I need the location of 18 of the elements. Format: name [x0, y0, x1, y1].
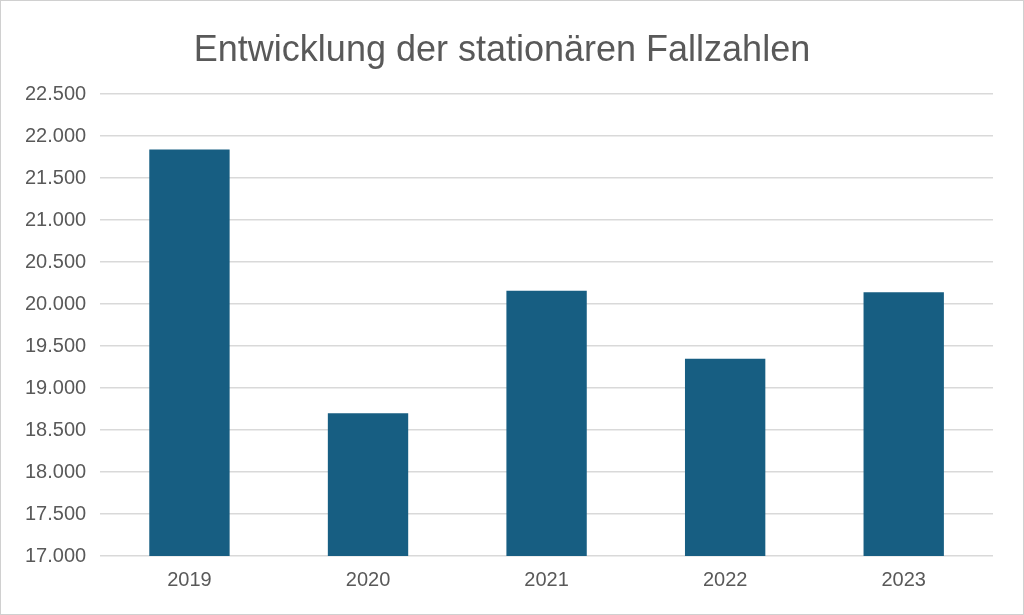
y-tick-label: 21.000: [25, 207, 87, 230]
x-tick-label: 2019: [167, 567, 212, 590]
y-tick-label: 22.500: [25, 81, 87, 104]
x-tick-label: 2021: [524, 567, 569, 590]
y-tick-label: 20.500: [25, 249, 87, 272]
x-tick-label: 2020: [345, 567, 391, 590]
y-tick-label: 19.000: [25, 375, 87, 398]
x-tick-label: 2022: [702, 567, 748, 590]
y-tick-label: 22.000: [25, 123, 87, 146]
y-tick-label: 17.000: [25, 543, 87, 566]
y-tick-label: 17.500: [25, 501, 87, 524]
y-tick-label: 19.500: [25, 333, 87, 356]
y-tick-label: 18.000: [25, 459, 87, 482]
x-tick-label: 2023: [881, 567, 926, 590]
y-tick-label: 20.000: [25, 291, 87, 314]
y-tick-label: 21.500: [25, 165, 87, 188]
chart-title: Entwicklung der stationären Fallzahlen: [193, 27, 811, 69]
y-tick-label: 18.500: [25, 417, 87, 440]
